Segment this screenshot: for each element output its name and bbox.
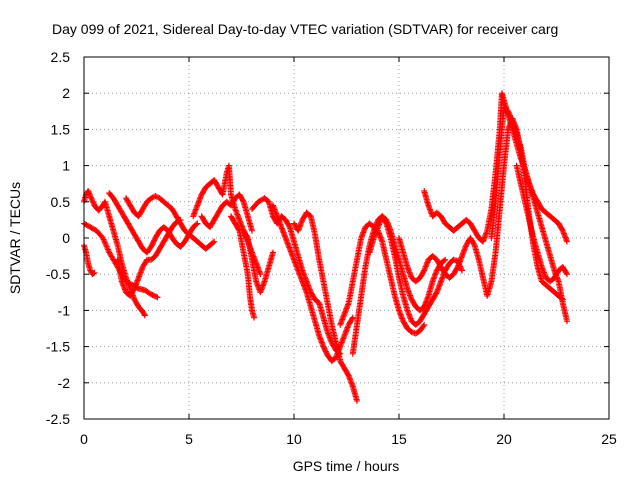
- data-point: [349, 314, 356, 321]
- x-tick-label: 10: [286, 431, 302, 447]
- data-point: [210, 239, 217, 246]
- y-tick-label: -2: [58, 375, 71, 391]
- axis-ticks: [83, 56, 610, 420]
- data-point: [420, 323, 427, 330]
- data-point: [244, 233, 251, 240]
- data-point: [89, 197, 96, 204]
- data-point: [87, 193, 94, 200]
- data-point: [564, 271, 570, 278]
- data-point: [153, 293, 160, 300]
- data-point: [257, 271, 264, 278]
- data-point: [89, 198, 96, 205]
- y-tick-label: 0.5: [51, 194, 71, 210]
- data-point: [104, 245, 111, 252]
- data-point: [286, 222, 293, 229]
- y-tick-label: 0: [62, 230, 70, 246]
- data-point: [344, 371, 351, 378]
- data-point: [90, 199, 97, 206]
- data-point: [148, 195, 155, 202]
- data-point: [103, 242, 110, 249]
- data-point: [153, 193, 160, 200]
- x-tick-label: 0: [80, 431, 88, 447]
- data-point: [105, 248, 112, 255]
- data-point: [382, 219, 389, 226]
- data-point: [564, 238, 570, 245]
- data-point: [87, 194, 94, 201]
- series-arc-09: [228, 213, 258, 321]
- data-point: [101, 237, 108, 244]
- data-point: [102, 240, 109, 247]
- series-arc-06: [123, 193, 218, 252]
- data-point: [103, 243, 110, 250]
- series-arc-12: [270, 202, 356, 365]
- data-point: [235, 226, 242, 233]
- data-point: [470, 241, 477, 248]
- y-tick-label: 1: [62, 158, 70, 174]
- y-axis-title: SDTVAR / TECUs: [7, 182, 23, 294]
- series-arc-08: [198, 191, 255, 234]
- data-point: [99, 235, 106, 241]
- data-point: [433, 290, 440, 297]
- data-point: [149, 194, 156, 201]
- data-point: [104, 246, 111, 253]
- y-tick-label: -1: [58, 302, 71, 318]
- data-point: [420, 268, 427, 275]
- y-tick-label: 1.5: [51, 121, 71, 137]
- series-arc-14: [337, 220, 428, 337]
- data-point: [270, 249, 276, 256]
- data-point: [354, 397, 360, 404]
- data-point: [193, 221, 200, 228]
- data-point: [100, 236, 107, 243]
- data-point: [249, 227, 255, 234]
- data-point: [154, 294, 161, 301]
- x-axis-title: GPS time / hours: [293, 458, 400, 474]
- y-tick-label: 2: [62, 85, 70, 101]
- data-point: [91, 269, 98, 276]
- data-point: [88, 195, 95, 202]
- series-arc-10: [240, 227, 276, 296]
- data-point: [442, 256, 449, 263]
- series-arc-20: [513, 162, 570, 285]
- series-arc-16: [366, 213, 465, 328]
- data-point: [454, 265, 461, 272]
- data-marks: [81, 90, 570, 404]
- series-arc-19: [488, 104, 570, 245]
- data-point: [441, 257, 448, 264]
- chart-title: Day 099 of 2021, Sidereal Day-to-day VTE…: [52, 21, 558, 37]
- data-point: [194, 220, 201, 227]
- data-point: [141, 312, 148, 319]
- y-tick-label: 2.5: [51, 49, 71, 65]
- data-point: [563, 269, 570, 276]
- data-point: [349, 315, 356, 322]
- y-tick-label: -2.5: [46, 411, 70, 427]
- x-tick-label: 15: [391, 431, 407, 447]
- data-point: [130, 286, 137, 293]
- x-tick-label: 5: [185, 431, 193, 447]
- data-point: [211, 238, 218, 245]
- data-point: [459, 267, 465, 274]
- data-point: [421, 321, 428, 328]
- data-point: [564, 318, 570, 325]
- data-point: [101, 239, 108, 246]
- data-point: [90, 270, 97, 277]
- data-point: [559, 226, 566, 233]
- series-arc-13: [291, 209, 360, 404]
- x-tick-label: 25: [601, 431, 617, 447]
- y-tick-labels: -2.5 -2 -1.5 -1 -0.5 0 0.5 1 1.5 2 2.5: [46, 49, 70, 427]
- data-point: [141, 311, 148, 318]
- data-point: [152, 193, 159, 200]
- series-arc-05: [114, 216, 184, 299]
- x-tick-label: 20: [496, 431, 512, 447]
- data-point: [251, 314, 258, 321]
- data-point: [239, 197, 246, 204]
- y-tick-label: -0.5: [46, 266, 70, 282]
- y-tick-label: -1.5: [46, 339, 70, 355]
- x-tick-labels: 0 5 10 15 20 25: [80, 431, 617, 447]
